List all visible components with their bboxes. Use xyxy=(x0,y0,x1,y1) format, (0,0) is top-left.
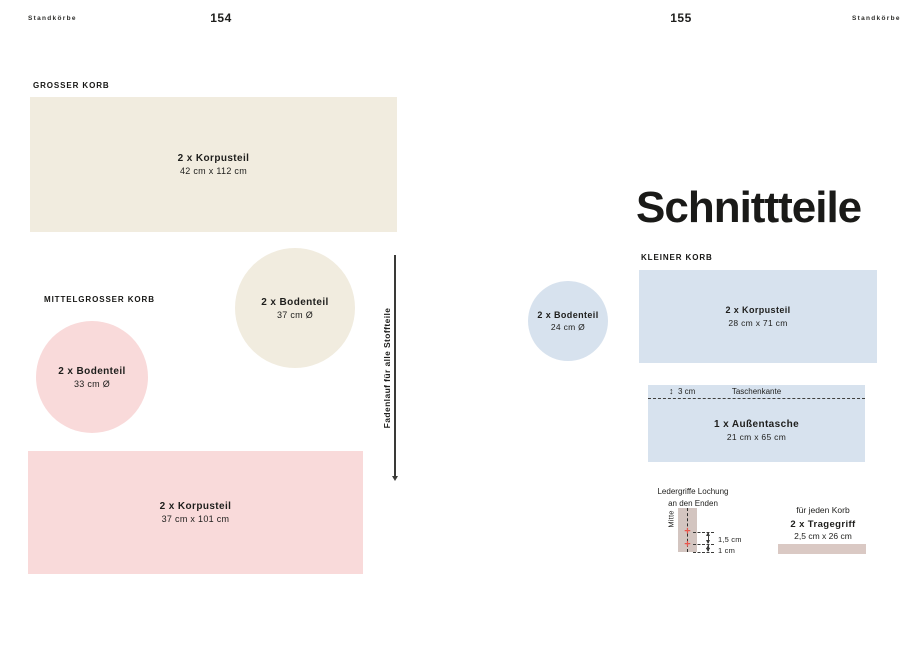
page-title: Schnittteile xyxy=(636,183,862,232)
measure-dash-top xyxy=(693,531,714,533)
hole-mark-icon: + xyxy=(684,538,691,550)
ledergriffe-note-line2: an den Enden xyxy=(668,499,718,508)
tasche-edge-row: ↕ 3 cm Taschenkante xyxy=(648,385,865,398)
per-basket-label: für jeden Korb xyxy=(796,505,850,515)
folio-left: Standkörbe xyxy=(28,15,77,22)
tragegriff-label: 2 x Tragegriff xyxy=(790,519,856,530)
measure-arrow-icon xyxy=(706,544,710,549)
folio-right: Standkörbe xyxy=(852,15,901,22)
piece-label: 2 x Korpusteil xyxy=(177,153,250,165)
pattern-piece-aussentasche: ↕ 3 cm Taschenkante 1 x Außentasche 21 c… xyxy=(648,385,865,462)
hole-mark-icon: + xyxy=(684,525,691,538)
piece-dims: 24 cm Ø xyxy=(550,322,586,333)
piece-label: 2 x Bodenteil xyxy=(58,365,126,377)
pattern-piece-mittel-korpusteil: 2 x Korpusteil 37 cm x 101 cm xyxy=(28,451,363,574)
pattern-piece-tragegriff xyxy=(778,544,866,554)
measure-line-spacing xyxy=(708,533,709,543)
taschenkante-dashed-line xyxy=(648,398,865,399)
page-number-left: 154 xyxy=(210,11,232,25)
hole-end-label: 1 cm xyxy=(718,545,736,555)
piece-dims: 42 cm x 112 cm xyxy=(179,166,248,177)
measure-arrow-icon xyxy=(706,532,710,536)
piece-dims: 37 cm x 101 cm xyxy=(161,514,230,525)
ledergriffe-note-line1: Ledergriffe Lochung xyxy=(657,487,729,496)
grainline-label: Fadenlauf für alle Stoffteile xyxy=(382,307,392,429)
tasche-label-block: 1 x Außentasche 21 cm x 65 cm xyxy=(648,398,865,462)
measure-dash-mid xyxy=(693,544,714,545)
pattern-piece-kleiner-bodenteil: 2 x Bodenteil 24 cm Ø xyxy=(528,281,608,361)
hole-spacing-label: 1,5 cm xyxy=(718,535,742,544)
edge-offset-label: 3 cm xyxy=(678,387,696,396)
measure-dash-bottom xyxy=(693,551,714,553)
piece-dims: 37 cm Ø xyxy=(276,309,314,320)
piece-label: 2 x Korpusteil xyxy=(725,305,791,316)
heading-kleiner-korb: KLEINER KORB xyxy=(641,253,713,262)
taschenkante-label: Taschenkante xyxy=(731,387,782,396)
pattern-piece-grosser-bodenteil: 2 x Bodenteil 37 cm Ø xyxy=(235,248,355,368)
pattern-piece-kleiner-korpusteil: 2 x Korpusteil 28 cm x 71 cm xyxy=(639,270,877,363)
ledergriffe-note: Ledergriffe Lochung an den Enden xyxy=(643,486,743,510)
page-number-right: 155 xyxy=(670,11,692,25)
grainline-arrow-icon xyxy=(394,255,396,478)
piece-dims: 28 cm x 71 cm xyxy=(728,317,788,328)
piece-dims: 33 cm Ø xyxy=(73,378,111,389)
grainline-arrowhead-icon xyxy=(392,476,398,481)
tragegriff-block: für jeden Korb 2 x Tragegriff 2,5 cm x 2… xyxy=(763,505,883,541)
mitte-label: Mitte xyxy=(666,510,676,528)
heading-grosser-korb: GROSSER KORB xyxy=(33,81,110,90)
piece-label: 2 x Korpusteil xyxy=(159,501,232,513)
pattern-piece-grosser-korpusteil: 2 x Korpusteil 42 cm x 112 cm xyxy=(30,97,397,232)
center-dashed-line xyxy=(686,508,688,552)
pattern-piece-mittel-bodenteil: 2 x Bodenteil 33 cm Ø xyxy=(36,321,148,433)
piece-dims: 21 cm x 65 cm xyxy=(726,431,787,442)
measure-arrow-icon xyxy=(706,548,710,552)
piece-label: 2 x Bodenteil xyxy=(261,296,329,308)
vertical-arrow-icon: ↕ xyxy=(669,386,674,396)
handle-end-strip xyxy=(678,508,697,552)
piece-label: 2 x Bodenteil xyxy=(537,309,599,320)
piece-label: 1 x Außentasche xyxy=(713,418,800,430)
tragegriff-dims: 2,5 cm x 26 cm xyxy=(794,531,852,541)
heading-mittelgrosser-korb: MITTELGROSSER KORB xyxy=(44,295,155,304)
measure-arrow-icon xyxy=(706,540,710,544)
